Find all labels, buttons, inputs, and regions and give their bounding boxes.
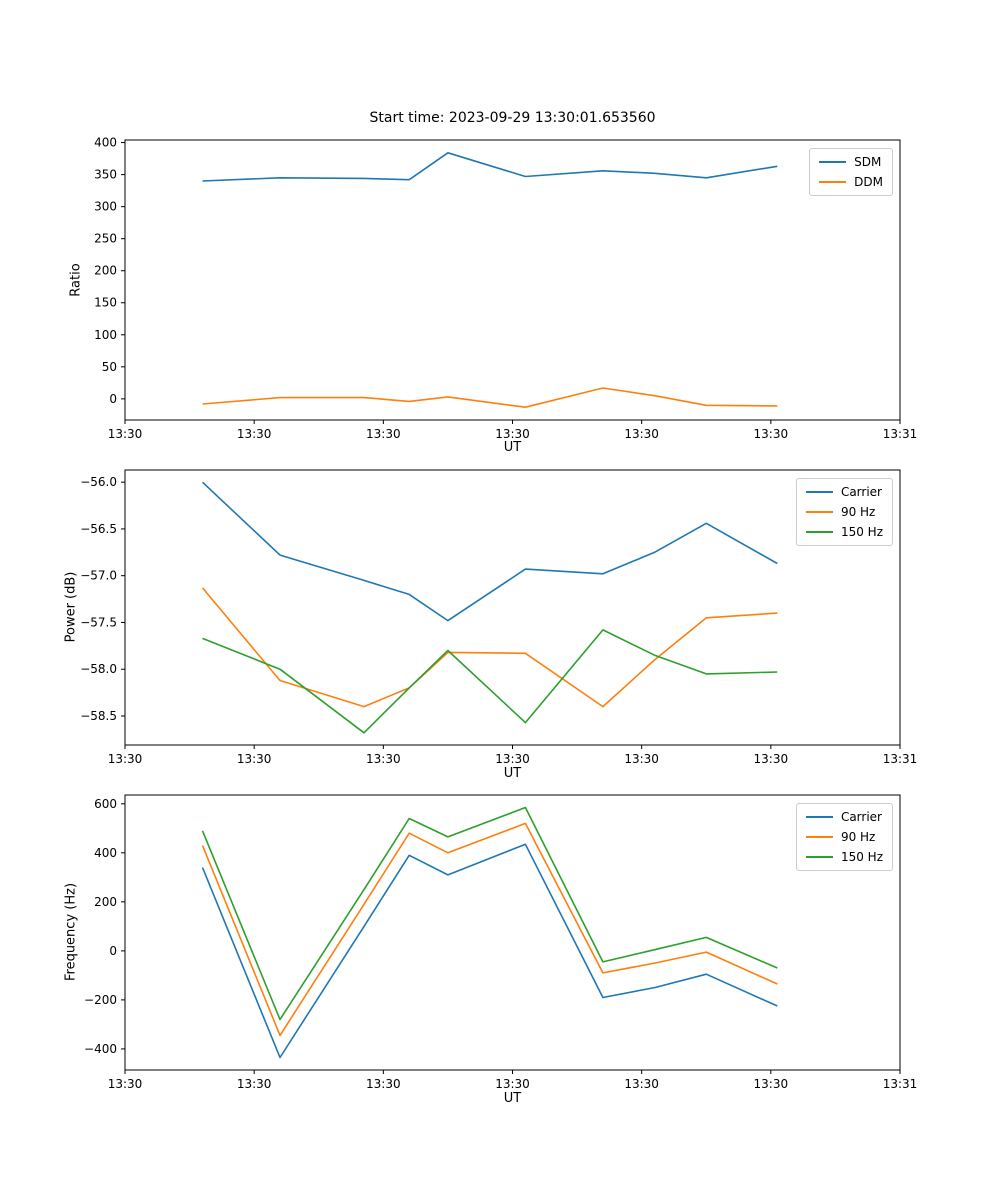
- legend-item-150hz: 150 Hz: [805, 525, 883, 539]
- legend-ratio: SDM DDM: [809, 148, 893, 196]
- x-tick-label: 13:30: [366, 752, 401, 766]
- y-tick-label: 0: [109, 392, 117, 406]
- y-tick-label: −57.5: [80, 615, 117, 629]
- figure-title: Start time: 2023-09-29 13:30:01.653560: [369, 110, 656, 126]
- y-tick-label: 0: [109, 944, 117, 958]
- legend-label: DDM: [854, 175, 883, 189]
- x-axis-label-ratio: UT: [503, 440, 522, 455]
- y-tick-label: −57.0: [80, 569, 117, 583]
- legend-line-swatch: [805, 836, 833, 838]
- x-tick-label: 13:30: [495, 427, 530, 441]
- legend-power: Carrier 90 Hz 150 Hz: [795, 478, 893, 546]
- legend-line-swatch: [805, 856, 833, 858]
- legend-frequency: Carrier 90 Hz 150 Hz: [795, 803, 893, 871]
- series-line-150-hz: [202, 629, 778, 734]
- series-line-carrier: [201, 481, 778, 622]
- y-tick-label: −56.5: [80, 522, 117, 536]
- x-tick-label: 13:31: [883, 427, 918, 441]
- legend-line-swatch: [805, 531, 833, 533]
- y-tick-label: −58.5: [80, 709, 117, 723]
- y-tick-label: 250: [94, 232, 117, 246]
- legend-item-90hz: 90 Hz: [805, 505, 883, 519]
- legend-line-swatch: [805, 491, 833, 493]
- y-tick-label: 50: [102, 360, 117, 374]
- y-tick-label: 400: [94, 846, 117, 860]
- x-tick-label: 13:30: [754, 1077, 789, 1091]
- y-tick-label: 150: [94, 296, 117, 310]
- legend-line-swatch: [805, 816, 833, 818]
- x-tick-label: 13:30: [624, 752, 659, 766]
- legend-line-swatch: [805, 511, 833, 513]
- x-tick-label: 13:30: [237, 1077, 272, 1091]
- legend-item-sdm: SDM: [819, 155, 883, 169]
- x-tick-label: 13:30: [754, 427, 789, 441]
- series-line-ddm: [202, 387, 778, 409]
- legend-line-swatch: [819, 161, 847, 163]
- legend-label: SDM: [854, 155, 882, 169]
- plot-border-power: [124, 469, 901, 746]
- series-line-150-hz: [201, 806, 778, 1021]
- x-axis-label-power: UT: [503, 766, 522, 781]
- series-line-90-hz: [201, 822, 778, 1037]
- x-tick-label: 13:31: [883, 1077, 918, 1091]
- y-tick-label: 200: [94, 264, 117, 278]
- y-tick-label: 300: [94, 200, 117, 214]
- plot-border-frequency: [124, 794, 901, 1071]
- x-axis-label-frequency: UT: [503, 1091, 522, 1106]
- x-tick-label: 13:30: [495, 1077, 530, 1091]
- x-tick-label: 13:30: [108, 427, 143, 441]
- x-tick-label: 13:30: [108, 752, 143, 766]
- legend-item-carrier: Carrier: [805, 810, 883, 824]
- series-line-sdm: [202, 152, 778, 182]
- series-line-90-hz: [201, 587, 778, 708]
- x-tick-label: 13:30: [366, 1077, 401, 1091]
- x-tick-label: 13:30: [495, 752, 530, 766]
- legend-label: 90 Hz: [840, 830, 876, 844]
- x-tick-label: 13:31: [883, 752, 918, 766]
- y-tick-label: 400: [94, 136, 117, 150]
- y-tick-label: 350: [94, 168, 117, 182]
- legend-item-ddm: DDM: [819, 175, 883, 189]
- x-tick-label: 13:30: [366, 427, 401, 441]
- x-tick-label: 13:30: [237, 752, 272, 766]
- y-tick-label: 100: [94, 328, 117, 342]
- y-tick-label: −58.0: [80, 662, 117, 676]
- plot-border-ratio: [124, 139, 901, 421]
- legend-label: 90 Hz: [840, 505, 876, 519]
- legend-label: 150 Hz: [840, 850, 883, 864]
- legend-label: Carrier: [840, 810, 882, 824]
- x-tick-label: 13:30: [108, 1077, 143, 1091]
- x-tick-label: 13:30: [237, 427, 272, 441]
- y-tick-label: −400: [84, 1042, 117, 1056]
- legend-item-150hz: 150 Hz: [805, 850, 883, 864]
- x-tick-label: 13:30: [624, 1077, 659, 1091]
- series-line-carrier: [201, 843, 778, 1059]
- x-tick-label: 13:30: [624, 427, 659, 441]
- y-tick-label: −56.0: [80, 475, 117, 489]
- legend-label: 150 Hz: [840, 525, 883, 539]
- y-tick-label: 200: [94, 895, 117, 909]
- legend-item-90hz: 90 Hz: [805, 830, 883, 844]
- legend-line-swatch: [819, 181, 847, 183]
- y-tick-label: 600: [94, 797, 117, 811]
- legend-item-carrier: Carrier: [805, 485, 883, 499]
- x-tick-label: 13:30: [754, 752, 789, 766]
- legend-label: Carrier: [840, 485, 882, 499]
- y-tick-label: −200: [84, 993, 117, 1007]
